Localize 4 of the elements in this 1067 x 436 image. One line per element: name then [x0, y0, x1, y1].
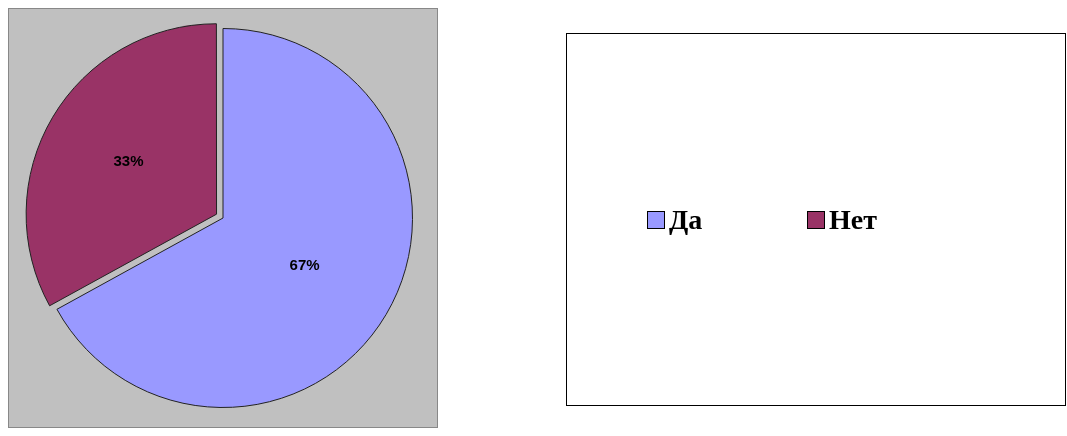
data-label: 33% — [113, 152, 144, 170]
legend-label: Нет — [829, 203, 877, 236]
legend-label: Да — [669, 203, 703, 236]
data-label: 67% — [289, 256, 320, 274]
